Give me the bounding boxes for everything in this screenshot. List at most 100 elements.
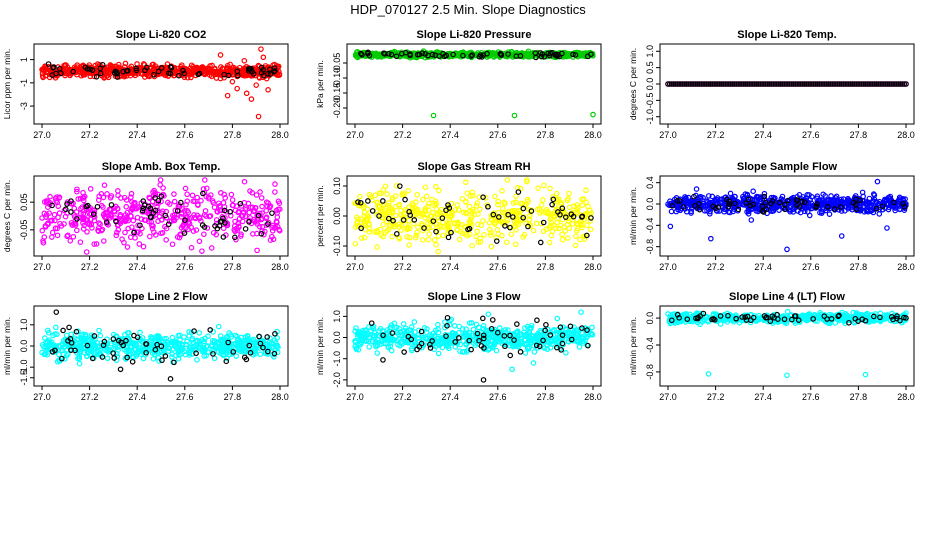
line-samples-point — [774, 81, 780, 87]
line-samples-point — [534, 317, 540, 324]
line-samples-point — [846, 81, 852, 87]
line-samples-point — [227, 208, 233, 215]
line-samples-point — [66, 324, 72, 331]
line-samples-point — [93, 73, 100, 80]
line-samples-point — [82, 64, 89, 71]
line-samples-point — [255, 212, 262, 219]
all-samples-point — [539, 197, 546, 203]
all-samples-point — [422, 184, 429, 191]
line-samples-point — [220, 234, 227, 240]
panel-title: Slope Line 2 Flow — [115, 291, 208, 303]
all-samples-point — [247, 204, 254, 211]
line-samples-point — [90, 211, 97, 217]
all-samples-point — [134, 204, 141, 211]
all-samples-point — [236, 208, 242, 215]
y-axis-label: kPa per min. — [315, 60, 325, 108]
all-samples-point — [538, 202, 545, 208]
line-samples-point — [468, 53, 474, 59]
line-samples-point — [151, 71, 157, 78]
plot-frame — [346, 43, 602, 125]
panel-title: Slope Line 4 (LT) Flow — [729, 291, 845, 303]
all-samples-point — [104, 191, 110, 197]
all-samples-point — [435, 248, 441, 255]
outliers-point — [554, 315, 561, 322]
all-samples-point — [107, 194, 114, 201]
line-samples-point — [248, 65, 254, 72]
all-samples-point — [80, 194, 87, 201]
all-samples-point — [162, 223, 168, 230]
panel-title: Slope Line 3 Flow — [428, 291, 521, 303]
all-samples-point — [43, 198, 50, 204]
line-samples-point — [868, 81, 874, 87]
x-tick-label: 27.6 — [489, 392, 507, 402]
line-samples-point — [692, 81, 699, 87]
all-samples-point — [462, 179, 469, 186]
line-samples-point — [744, 81, 751, 87]
line-samples-point — [746, 81, 752, 87]
all-samples-point — [204, 225, 211, 231]
y-tick-label: 0.4 — [645, 176, 655, 189]
line-samples-point — [869, 81, 876, 87]
all-samples-point — [179, 205, 185, 212]
all-samples-point — [157, 177, 164, 183]
outliers-point — [838, 233, 845, 239]
all-samples-point — [257, 189, 263, 195]
line-samples-point — [366, 52, 373, 59]
all-samples-point — [388, 347, 395, 354]
all-samples-point — [137, 230, 143, 237]
line-samples-point — [713, 81, 719, 87]
all-samples-point — [435, 233, 442, 240]
all-samples-point — [259, 203, 265, 210]
all-samples-point — [121, 194, 128, 201]
all-samples-point — [104, 355, 111, 362]
line-samples-point — [532, 50, 539, 56]
all-samples-point — [147, 233, 153, 240]
all-samples-point — [423, 193, 430, 200]
y-tick-label: -0.05 — [19, 220, 29, 241]
line-samples-point — [45, 61, 52, 67]
line-samples-point — [507, 352, 514, 359]
all-samples-point — [239, 212, 246, 219]
all-samples-point — [40, 239, 47, 246]
all-samples-point — [567, 51, 573, 58]
line-samples-point — [258, 230, 265, 237]
all-samples-point — [62, 213, 69, 220]
all-samples-point — [194, 212, 201, 219]
all-samples-point — [47, 193, 53, 200]
all-samples-point — [130, 217, 137, 224]
line-samples-point — [517, 53, 524, 59]
all-samples-point — [181, 334, 187, 340]
all-samples-point — [366, 344, 373, 350]
line-samples-point — [829, 81, 836, 87]
all-samples-point — [504, 177, 511, 183]
line-samples-point — [221, 207, 228, 214]
line-samples-point — [272, 68, 278, 74]
all-samples-point — [191, 212, 197, 218]
outliers-point — [748, 217, 755, 223]
all-samples-point — [128, 194, 134, 200]
line-samples-point — [514, 321, 520, 327]
line-samples-point — [460, 52, 466, 59]
all-samples-point — [456, 236, 463, 243]
all-samples-point — [196, 238, 203, 245]
outliers-point — [167, 376, 174, 382]
all-samples-point — [71, 205, 78, 212]
y-tick-label: -0.4 — [645, 337, 655, 353]
all-samples-point — [164, 61, 171, 67]
all-samples-point — [199, 248, 205, 254]
all-samples-point — [457, 348, 463, 354]
all-samples-point — [253, 192, 260, 198]
all-samples-point — [526, 54, 533, 60]
line-samples-point — [165, 221, 172, 228]
line-samples-point — [180, 67, 186, 74]
all-samples-point — [384, 191, 390, 197]
all-samples-point — [68, 219, 75, 226]
x-tick-label: 27.2 — [707, 262, 725, 272]
x-tick-label: 28.0 — [897, 130, 915, 140]
all-samples-point — [193, 227, 200, 233]
all-samples-point — [584, 222, 590, 228]
all-samples-point — [241, 178, 248, 185]
line-samples-point — [705, 81, 712, 87]
